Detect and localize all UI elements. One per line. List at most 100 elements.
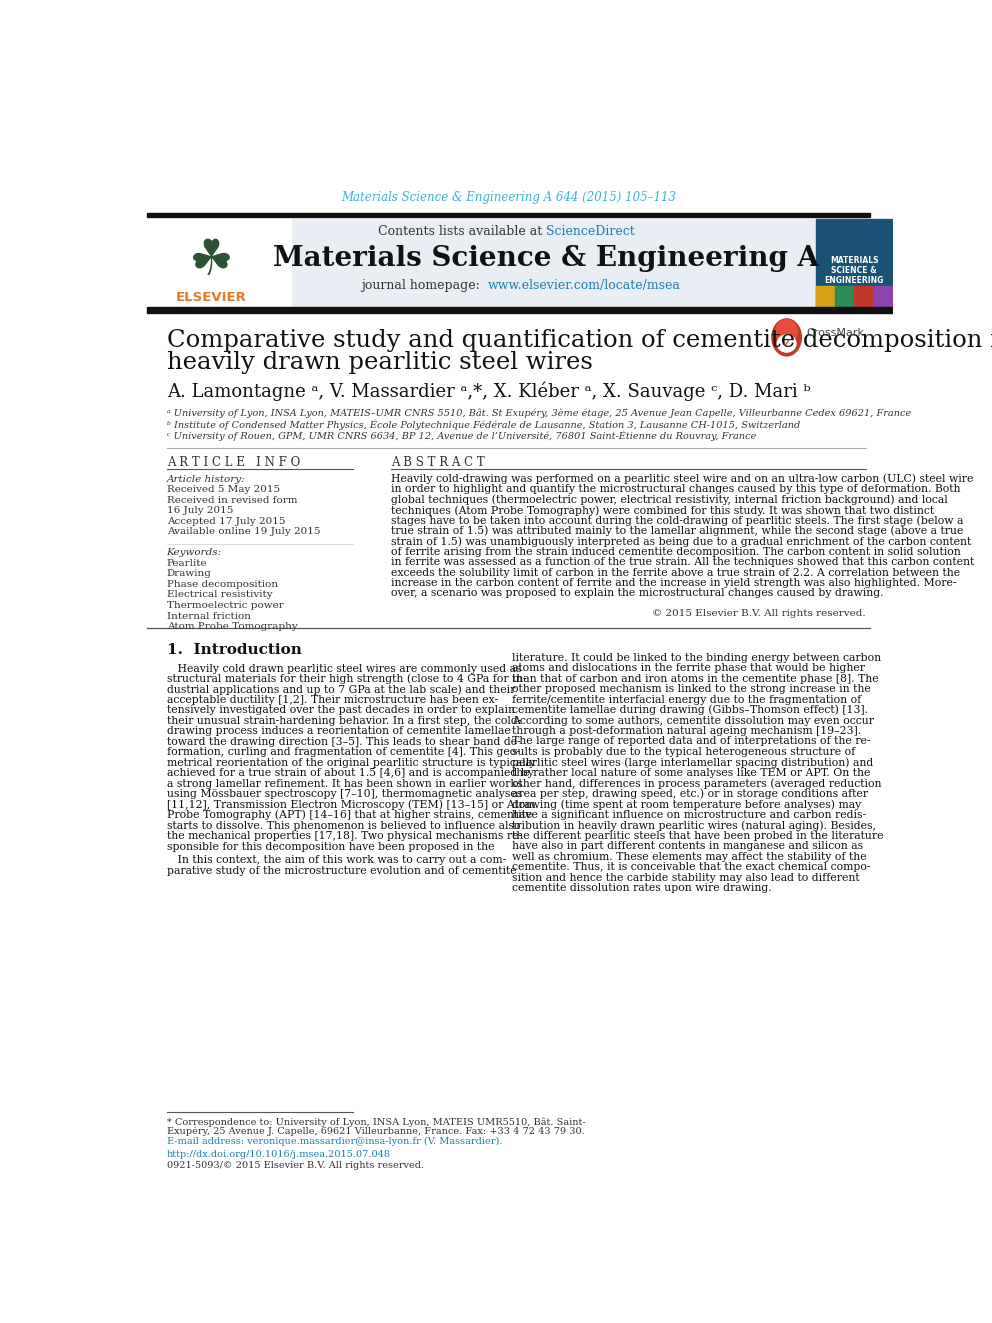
Text: 0921-5093/© 2015 Elsevier B.V. All rights reserved.: 0921-5093/© 2015 Elsevier B.V. All right…: [167, 1160, 424, 1170]
Text: metrical reorientation of the original pearlitic structure is typically: metrical reorientation of the original p…: [167, 758, 535, 767]
Bar: [854, 286, 874, 308]
Bar: [147, 307, 893, 312]
Text: the different pearlitic steels that have been probed in the literature: the different pearlitic steels that have…: [512, 831, 884, 840]
Bar: [874, 286, 893, 308]
Text: in ferrite was assessed as a function of the true strain. All the techniques sho: in ferrite was assessed as a function of…: [392, 557, 974, 568]
Text: sition and hence the carbide stability may also lead to different: sition and hence the carbide stability m…: [512, 873, 860, 882]
Ellipse shape: [772, 319, 802, 356]
Text: Article history:: Article history:: [167, 475, 245, 484]
Text: cementite dissolution rates upon wire drawing.: cementite dissolution rates upon wire dr…: [512, 884, 772, 893]
Text: * Correspondence to: University of Lyon, INSA Lyon, MATEIS UMR5510, Bât. Saint-: * Correspondence to: University of Lyon,…: [167, 1118, 585, 1127]
Text: the mechanical properties [17,18]. Two physical mechanisms re-: the mechanical properties [17,18]. Two p…: [167, 831, 522, 841]
Text: stages have to be taken into account during the cold-drawing of pearlitic steels: stages have to be taken into account dur…: [392, 516, 964, 527]
Text: Probe Tomography (APT) [14–16] that at higher strains, cementite: Probe Tomography (APT) [14–16] that at h…: [167, 810, 532, 820]
Text: Heavily cold drawn pearlitic steel wires are commonly used as: Heavily cold drawn pearlitic steel wires…: [167, 664, 521, 673]
Text: Internal friction: Internal friction: [167, 611, 251, 620]
Text: over, a scenario was proposed to explain the microstructural changes caused by d: over, a scenario was proposed to explain…: [392, 589, 884, 598]
Text: The large range of reported data and of interpretations of the re-: The large range of reported data and of …: [512, 737, 871, 746]
Text: Received 5 May 2015: Received 5 May 2015: [167, 486, 280, 495]
Text: 16 July 2015: 16 July 2015: [167, 507, 233, 515]
Text: through a post-deformation natural ageing mechanism [19–23].: through a post-deformation natural agein…: [512, 726, 861, 736]
Text: area per step, drawing speed, etc.) or in storage conditions after: area per step, drawing speed, etc.) or i…: [512, 789, 868, 799]
Text: than that of carbon and iron atoms in the cementite phase [8]. The: than that of carbon and iron atoms in th…: [512, 673, 879, 684]
Bar: [147, 218, 291, 308]
Bar: [147, 213, 870, 217]
Text: ferrite/cementite interfacial energy due to the fragmentation of: ferrite/cementite interfacial energy due…: [512, 695, 861, 705]
Text: global techniques (thermoelectric power, electrical resistivity, internal fricti: global techniques (thermoelectric power,…: [392, 495, 948, 505]
Text: drawing process induces a reorientation of cementite lamellae: drawing process induces a reorientation …: [167, 726, 510, 737]
Ellipse shape: [778, 335, 796, 352]
Text: dustrial applications and up to 7 GPa at the lab scale) and their: dustrial applications and up to 7 GPa at…: [167, 684, 515, 695]
Text: acceptable ductility [1,2]. Their microstructure has been ex-: acceptable ductility [1,2]. Their micros…: [167, 695, 498, 705]
Bar: [816, 218, 893, 308]
Text: Atom Probe Tomography: Atom Probe Tomography: [167, 622, 298, 631]
Text: www.elsevier.com/locate/msea: www.elsevier.com/locate/msea: [488, 279, 682, 292]
Text: ScienceDirect: ScienceDirect: [547, 225, 635, 238]
Text: formation, curling and fragmentation of cementite [4]. This geo-: formation, curling and fragmentation of …: [167, 747, 520, 757]
Text: heavily drawn pearlitic steel wires: heavily drawn pearlitic steel wires: [167, 352, 592, 374]
Text: other proposed mechanism is linked to the strong increase in the: other proposed mechanism is linked to th…: [512, 684, 871, 695]
Text: In this context, the aim of this work was to carry out a com-: In this context, the aim of this work wa…: [167, 855, 506, 865]
Text: Exupéry, 25 Avenue J. Capelle, 69621 Villeurbanne, France. Fax: +33 4 72 43 79 3: Exupéry, 25 Avenue J. Capelle, 69621 Vil…: [167, 1126, 584, 1136]
Text: MATERIALS
SCIENCE &
ENGINEERING: MATERIALS SCIENCE & ENGINEERING: [824, 255, 884, 286]
Text: drawing (time spent at room temperature before analyses) may: drawing (time spent at room temperature …: [512, 799, 861, 810]
Text: Materials Science & Engineering A: Materials Science & Engineering A: [274, 245, 819, 273]
Bar: [835, 286, 854, 308]
Text: toward the drawing direction [3–5]. This leads to shear band de-: toward the drawing direction [3–5]. This…: [167, 737, 521, 746]
Text: Thermoelectric power: Thermoelectric power: [167, 601, 284, 610]
Text: Keywords:: Keywords:: [167, 548, 222, 557]
Text: Accepted 17 July 2015: Accepted 17 July 2015: [167, 516, 285, 525]
Text: Comparative study and quantification of cementite decomposition in: Comparative study and quantification of …: [167, 329, 992, 352]
Text: E-mail address: veronique.massardier@insa-lyon.fr (V. Massardier).: E-mail address: veronique.massardier@ins…: [167, 1136, 502, 1146]
Text: Phase decomposition: Phase decomposition: [167, 579, 278, 589]
Text: Received in revised form: Received in revised form: [167, 496, 298, 505]
Text: have a significant influence on microstructure and carbon redis-: have a significant influence on microstr…: [512, 810, 866, 820]
Text: CrossMark: CrossMark: [806, 328, 865, 337]
Text: their unusual strain-hardening behavior. In a first step, the cold-: their unusual strain-hardening behavior.…: [167, 716, 521, 726]
Text: Contents lists available at: Contents lists available at: [378, 225, 547, 238]
Text: techniques (Atom Probe Tomography) were combined for this study. It was shown th: techniques (Atom Probe Tomography) were …: [392, 505, 934, 516]
Text: ELSEVIER: ELSEVIER: [176, 291, 246, 304]
Text: A B S T R A C T: A B S T R A C T: [392, 455, 485, 468]
Text: 1.  Introduction: 1. Introduction: [167, 643, 302, 658]
Text: achieved for a true strain of about 1.5 [4,6] and is accompanied by: achieved for a true strain of about 1.5 …: [167, 769, 534, 778]
Text: tensively investigated over the past decades in order to explain: tensively investigated over the past dec…: [167, 705, 515, 716]
Text: ☘: ☘: [188, 237, 233, 286]
Text: structural materials for their high strength (close to 4 GPa for in-: structural materials for their high stre…: [167, 673, 526, 684]
Text: ᶜ University of Rouen, GPM, UMR CNRS 6634, BP 12, Avenue de l’Université, 76801 : ᶜ University of Rouen, GPM, UMR CNRS 663…: [167, 431, 756, 441]
Text: atoms and dislocations in the ferrite phase that would be higher: atoms and dislocations in the ferrite ph…: [512, 663, 865, 673]
Text: Available online 19 July 2015: Available online 19 July 2015: [167, 527, 320, 536]
Bar: [816, 286, 835, 308]
Text: ᵃ University of Lyon, INSA Lyon, MATEIS–UMR CNRS 5510, Bât. St Exupéry, 3ème éta: ᵃ University of Lyon, INSA Lyon, MATEIS–…: [167, 407, 911, 418]
Text: Drawing: Drawing: [167, 569, 211, 578]
Text: http://dx.doi.org/10.1016/j.msea.2015.07.048: http://dx.doi.org/10.1016/j.msea.2015.07…: [167, 1150, 391, 1159]
Text: sponsible for this decomposition have been proposed in the: sponsible for this decomposition have be…: [167, 841, 494, 852]
Text: ✓: ✓: [782, 337, 792, 351]
Text: Materials Science & Engineering A 644 (2015) 105–113: Materials Science & Engineering A 644 (2…: [341, 191, 676, 204]
Text: strain of 1.5) was unambiguously interpreted as being due to a gradual enrichmen: strain of 1.5) was unambiguously interpr…: [392, 536, 971, 546]
Text: using Mössbauer spectroscopy [7–10], thermomagnetic analyses: using Mössbauer spectroscopy [7–10], the…: [167, 789, 522, 799]
Text: According to some authors, cementite dissolution may even occur: According to some authors, cementite dis…: [512, 716, 874, 725]
Ellipse shape: [776, 320, 798, 343]
Text: true strain of 1.5) was attributed mainly to the lamellar alignment, while the s: true strain of 1.5) was attributed mainl…: [392, 525, 964, 536]
Text: exceeds the solubility limit of carbon in the ferrite above a true strain of 2.2: exceeds the solubility limit of carbon i…: [392, 568, 960, 578]
Text: ᵇ Institute of Condensed Matter Physics, École Polytechnique Fédérale de Lausann: ᵇ Institute of Condensed Matter Physics,…: [167, 419, 800, 430]
Text: © 2015 Elsevier B.V. All rights reserved.: © 2015 Elsevier B.V. All rights reserved…: [652, 609, 866, 618]
Text: other hand, differences in process parameters (averaged reduction: other hand, differences in process param…: [512, 778, 882, 789]
Text: literature. It could be linked to the binding energy between carbon: literature. It could be linked to the bi…: [512, 652, 882, 663]
Text: tribution in heavily drawn pearlitic wires (natural aging). Besides,: tribution in heavily drawn pearlitic wir…: [512, 820, 876, 831]
Text: a strong lamellar refinement. It has been shown in earlier works: a strong lamellar refinement. It has bee…: [167, 779, 522, 789]
Text: cementite. Thus, it is conceivable that the exact chemical compo-: cementite. Thus, it is conceivable that …: [512, 863, 871, 872]
Text: cementite lamellae during drawing (Gibbs–Thomson effect) [13].: cementite lamellae during drawing (Gibbs…: [512, 705, 868, 716]
Text: well as chromium. These elements may affect the stability of the: well as chromium. These elements may aff…: [512, 852, 867, 861]
Text: pearlitic steel wires (large interlamellar spacing distribution) and: pearlitic steel wires (large interlamell…: [512, 757, 874, 767]
Text: in order to highlight and quantify the microstructural changes caused by this ty: in order to highlight and quantify the m…: [392, 484, 961, 495]
Text: journal homepage:: journal homepage:: [361, 279, 488, 292]
Text: Pearlite: Pearlite: [167, 558, 207, 568]
Text: A. Lamontagne ᵃ, V. Massardier ᵃ,*, X. Kléber ᵃ, X. Sauvage ᶜ, D. Mari ᵇ: A. Lamontagne ᵃ, V. Massardier ᵃ,*, X. K…: [167, 381, 810, 401]
Text: the rather local nature of some analyses like TEM or APT. On the: the rather local nature of some analyses…: [512, 767, 871, 778]
Text: starts to dissolve. This phenomenon is believed to influence also: starts to dissolve. This phenomenon is b…: [167, 820, 520, 831]
Text: parative study of the microstructure evolution and of cementite: parative study of the microstructure evo…: [167, 865, 516, 876]
Text: A R T I C L E   I N F O: A R T I C L E I N F O: [167, 455, 300, 468]
Text: Electrical resistivity: Electrical resistivity: [167, 590, 272, 599]
